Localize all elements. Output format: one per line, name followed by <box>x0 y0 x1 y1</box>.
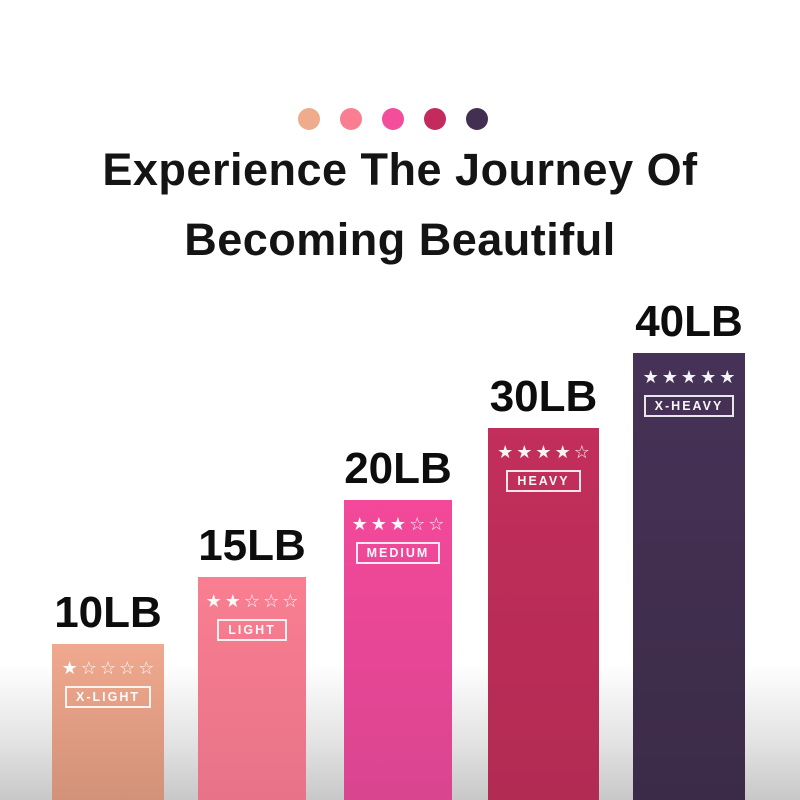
page-title: Experience The Journey Of Becoming Beaut… <box>0 135 800 275</box>
palette-dot-light <box>340 108 362 130</box>
star-rating: ★★★★★ <box>642 367 739 388</box>
bar-weight-label: 20LB <box>344 444 452 493</box>
star-rating: ★☆☆☆☆ <box>61 658 158 679</box>
star-rating: ★★☆☆☆ <box>205 591 302 612</box>
star-rating: ★★★☆☆ <box>351 514 448 535</box>
bar-20lb: 20LB ★★★☆☆ MEDIUM <box>344 444 452 800</box>
bar-10lb: 10LB ★☆☆☆☆ X-LIGHT <box>52 588 164 800</box>
palette-dot-xheavy <box>466 108 488 130</box>
level-badge: MEDIUM <box>355 542 441 564</box>
bar-40lb: 40LB ★★★★★ X-HEAVY <box>633 297 745 800</box>
bar-weight-label: 15LB <box>198 521 306 570</box>
level-badge: LIGHT <box>217 619 287 641</box>
palette-dot-heavy <box>424 108 446 130</box>
level-badge: X-HEAVY <box>643 395 735 417</box>
bar-15lb: 15LB ★★☆☆☆ LIGHT <box>198 521 306 800</box>
palette-dot-row <box>298 108 488 130</box>
bar-weight-label: 10LB <box>54 588 162 637</box>
palette-dot-medium <box>382 108 404 130</box>
level-badge: HEAVY <box>506 470 581 492</box>
level-badge: X-LIGHT <box>65 686 151 708</box>
bar-30lb: 30LB ★★★★☆ HEAVY <box>488 372 599 800</box>
page-title-line2: Becoming Beautiful <box>184 214 616 265</box>
page-title-line1: Experience The Journey Of <box>102 144 698 195</box>
palette-dot-xlight <box>298 108 320 130</box>
bar-weight-label: 30LB <box>489 372 598 421</box>
star-rating: ★★★★☆ <box>497 442 593 463</box>
bar-weight-label: 40LB <box>635 297 743 346</box>
